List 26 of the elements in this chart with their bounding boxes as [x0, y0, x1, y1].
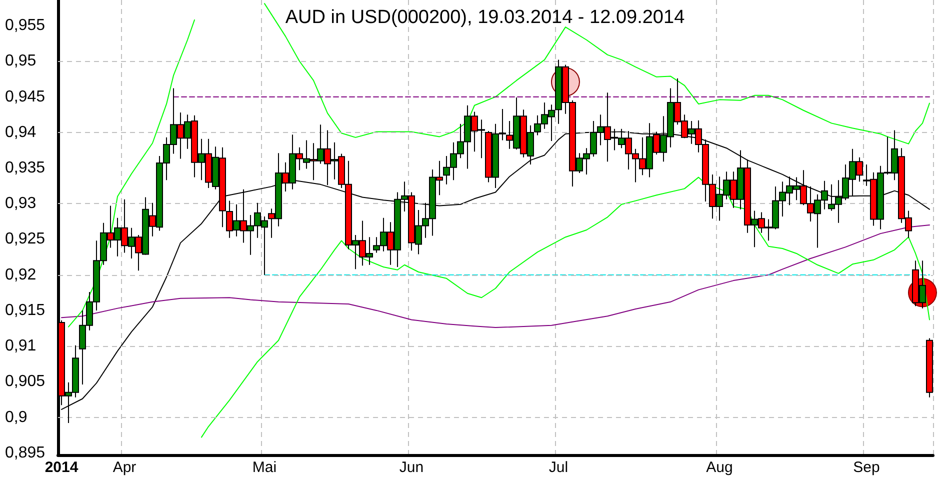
y-tick-label: 0,93: [5, 195, 36, 212]
y-tick-label: 0,95: [5, 52, 36, 70]
x-tick-label: Mai: [252, 459, 277, 476]
y-tick-label: 0,91: [5, 338, 36, 355]
line-series: [264, 3, 930, 144]
line-series: [201, 176, 930, 438]
line-series: [68, 19, 195, 328]
x-tick-label: Apr: [112, 459, 136, 476]
y-tick-label: 0,9: [5, 408, 28, 426]
x-tick-label: Jun: [399, 459, 424, 476]
y-tick-label: 0,935: [5, 160, 46, 177]
y-tick-label: 0,955: [5, 17, 46, 34]
chart-title: AUD in USD(000200), 19.03.2014 - 12.09.2014: [285, 7, 686, 28]
candlestick: [926, 338, 933, 398]
y-tick-label: 0,905: [5, 373, 46, 390]
y-tick-label: 0,925: [5, 230, 46, 248]
y-tick-label: 0,945: [5, 88, 46, 106]
y-tick-label: 0,94: [5, 124, 36, 141]
x-tick-label: Aug: [706, 459, 733, 476]
x-tick-label: 2014: [44, 459, 79, 476]
x-tick-label: Jul: [548, 459, 568, 476]
line-series: [61, 224, 930, 328]
x-tick-label: Sep: [853, 459, 880, 476]
y-tick-label: 0,915: [5, 302, 46, 319]
y-tick-label: 0,92: [5, 266, 36, 284]
y-tick-label: 0,895: [5, 444, 46, 462]
